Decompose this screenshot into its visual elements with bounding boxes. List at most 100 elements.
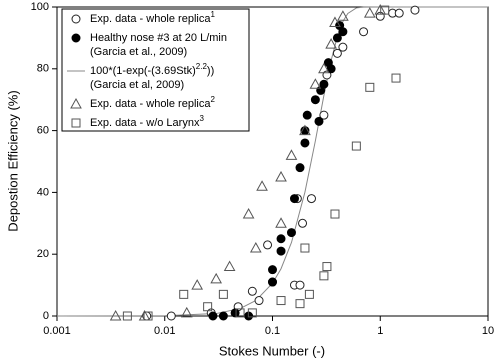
data-point xyxy=(179,289,189,299)
data-point xyxy=(268,265,277,275)
legend-box xyxy=(61,8,250,132)
data-point xyxy=(285,149,298,160)
data-point xyxy=(306,194,316,204)
data-point xyxy=(325,38,337,49)
data-point xyxy=(394,8,404,18)
data-point xyxy=(235,308,245,318)
data-point xyxy=(180,306,193,318)
data-point xyxy=(268,277,277,287)
legend-text-tail: )) xyxy=(207,65,214,77)
x-axis-title: Stokes Number (-) xyxy=(219,343,325,358)
data-point xyxy=(263,240,273,250)
x-tick-label: 0.01 xyxy=(154,325,175,337)
data-point xyxy=(276,296,286,306)
data-point xyxy=(109,309,122,321)
data-point xyxy=(122,311,132,321)
data-point xyxy=(166,311,176,321)
y-tick-label: 0 xyxy=(43,310,49,322)
data-point xyxy=(276,246,286,256)
data-point xyxy=(380,5,390,15)
data-point xyxy=(391,73,401,83)
data-point xyxy=(365,82,375,92)
data-point xyxy=(254,296,264,306)
legend-marker xyxy=(70,97,82,109)
data-point xyxy=(143,311,153,321)
data-point xyxy=(223,260,236,272)
legend-text: 100*(1-exp(-(3.69Stk) xyxy=(90,65,196,77)
y-tick-label: 80 xyxy=(37,63,49,75)
data-point xyxy=(300,243,310,253)
data-point xyxy=(295,299,305,309)
data-point xyxy=(332,48,342,58)
legend-superscript: 2 xyxy=(210,95,215,104)
x-tick-label: 0.1 xyxy=(265,325,280,337)
data-point xyxy=(304,289,314,299)
y-tick-label: 20 xyxy=(37,248,49,260)
data-point xyxy=(329,16,341,27)
legend-note: (Garcia et al, 2009) xyxy=(90,79,184,91)
legend-note: (Garcia et al., 2009) xyxy=(90,46,187,58)
data-point xyxy=(338,42,348,52)
data-point xyxy=(319,271,329,281)
data-point xyxy=(300,138,310,148)
data-point xyxy=(275,170,287,182)
data-point xyxy=(289,194,299,204)
data-point xyxy=(256,180,268,191)
data-point xyxy=(337,10,349,21)
legend-marker xyxy=(71,33,81,43)
data-point xyxy=(338,27,348,37)
legend-text: Exp. data - whole replica xyxy=(90,98,211,110)
data-point xyxy=(330,209,340,219)
data-point xyxy=(191,279,204,290)
data-point xyxy=(363,7,376,18)
legend-marker xyxy=(71,14,81,24)
data-point xyxy=(314,116,324,126)
data-point xyxy=(295,280,305,290)
legend-label: Healthy nose #3 at 20 L/min xyxy=(90,32,227,44)
data-point xyxy=(247,308,257,318)
y-tick-label: 60 xyxy=(37,125,49,137)
y-tick-label: 40 xyxy=(37,186,49,198)
x-tick-label: 1 xyxy=(377,325,383,337)
data-point xyxy=(410,5,420,15)
data-point xyxy=(351,141,361,151)
data-point xyxy=(230,308,240,318)
legend-label: 100*(1-exp(-(3.69Stk)2.2)) xyxy=(90,62,214,77)
data-point xyxy=(318,62,330,74)
data-point xyxy=(275,217,287,228)
data-point xyxy=(322,262,332,272)
data-point xyxy=(218,289,228,299)
data-point xyxy=(218,311,228,321)
data-point xyxy=(210,272,223,284)
data-point xyxy=(295,163,305,173)
legend-label: Exp. data - w/o Larynx3 xyxy=(90,114,204,129)
x-tick-label: 0.001 xyxy=(43,325,71,337)
data-point xyxy=(203,302,213,312)
data-point xyxy=(319,79,329,89)
data-point xyxy=(298,218,308,228)
data-point xyxy=(299,124,311,136)
data-point xyxy=(309,78,322,89)
legend-label: Exp. data - whole replica1 xyxy=(90,10,215,25)
data-point xyxy=(247,286,257,296)
legend-label: Exp. data - whole replica2 xyxy=(90,95,215,110)
data-point xyxy=(302,110,312,120)
legend-superscript: 3 xyxy=(199,114,204,123)
legend-superscript: 2.2 xyxy=(196,62,208,71)
data-point xyxy=(359,27,369,37)
data-point xyxy=(332,33,342,43)
data-point xyxy=(310,95,320,105)
data-point xyxy=(286,228,296,238)
legend-marker xyxy=(71,118,81,128)
data-point xyxy=(319,110,329,120)
data-point xyxy=(276,234,286,244)
legend-text: Healthy nose #3 at 20 L/min xyxy=(90,32,227,44)
data-point xyxy=(249,241,262,253)
x-tick-label: 10 xyxy=(482,325,494,337)
legend-text: Exp. data - w/o Larynx xyxy=(90,117,200,129)
data-point xyxy=(242,208,255,219)
y-tick-label: 100 xyxy=(31,1,49,13)
data-point xyxy=(208,311,218,321)
